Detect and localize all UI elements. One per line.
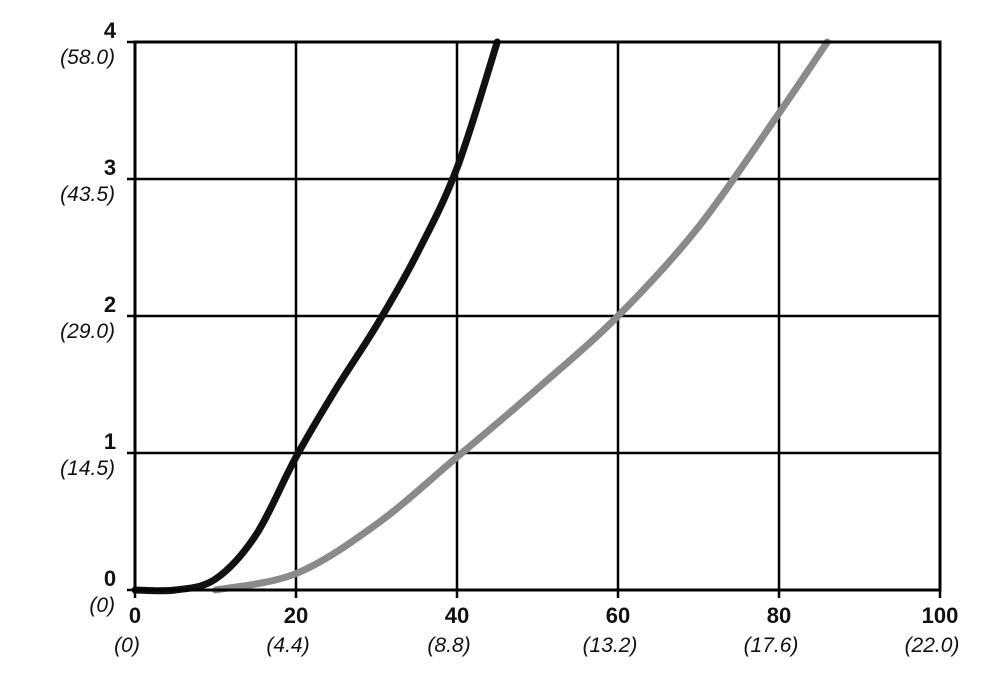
x-tick-sublabel: (8.8)	[427, 634, 470, 657]
x-tick-label: 20	[284, 603, 308, 628]
y-tick-sublabel: (29.0)	[60, 320, 115, 343]
y-tick-label: 3	[104, 155, 116, 180]
y-tick-label: 2	[104, 292, 116, 317]
series-line-2	[212, 38, 831, 594]
y-tick-sublabel: (58.0)	[60, 46, 115, 69]
y-tick-label: 4	[104, 18, 117, 43]
x-tick-label: 100	[922, 603, 959, 628]
y-tick-label: 0	[104, 566, 116, 591]
y-tick-sublabel: (43.5)	[60, 183, 115, 206]
series-lines	[131, 38, 831, 595]
x-tick-label: 80	[767, 603, 791, 628]
x-axis-ticks: 0 (0) 20 (4.4) 40 (8.8) 60 (13.2) 80 (17.6) 100 (22…	[114, 590, 959, 657]
y-axis-ticks: 0 (0) 1 (14.5) 2 (29.0) 3 (43.5) 4 (58.0)	[60, 18, 135, 617]
x-tick-sublabel: (0)	[114, 634, 140, 657]
series-line-1	[131, 38, 501, 595]
x-tick-label: 60	[606, 603, 630, 628]
x-tick-label: 40	[445, 603, 469, 628]
grid	[135, 42, 940, 590]
y-tick-sublabel: (14.5)	[60, 457, 115, 480]
x-tick-sublabel: (17.6)	[744, 634, 799, 657]
x-tick-sublabel: (4.4)	[266, 634, 309, 657]
x-tick-sublabel: (13.2)	[583, 634, 638, 657]
x-tick-label: 0	[129, 603, 141, 628]
x-tick-sublabel: (22.0)	[905, 634, 960, 657]
y-tick-sublabel: (0)	[89, 594, 115, 617]
y-tick-label: 1	[104, 429, 116, 454]
